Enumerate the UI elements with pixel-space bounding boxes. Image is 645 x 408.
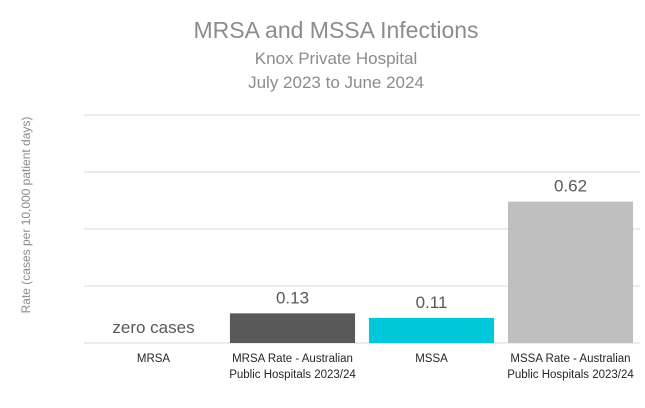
- category-label-line: Public Hospitals 2023/24: [229, 369, 356, 381]
- category-label: MSSA: [415, 353, 448, 365]
- data-label: zero cases: [112, 318, 194, 337]
- bar: [507, 201, 634, 343]
- category-label-line: MSSA: [415, 353, 448, 365]
- category-label-line: MRSA Rate - Australian: [232, 353, 353, 365]
- chart-subtitle-line-1: Knox Private Hospital: [255, 49, 418, 68]
- data-label: 0.13: [276, 288, 309, 307]
- data-label: 0.11: [416, 293, 448, 312]
- data-labels: zero cases 0.13 0.11 0.62: [112, 177, 587, 337]
- data-label: 0.62: [554, 177, 587, 196]
- chart-title: MRSA and MSSA Infections: [193, 17, 478, 43]
- bar: [229, 313, 356, 343]
- category-label-line: MSSA Rate - Australian: [510, 353, 630, 365]
- category-label-line: MRSA: [137, 353, 171, 365]
- bars: [229, 201, 634, 343]
- category-label-line: Public Hospitals 2023/24: [507, 369, 634, 381]
- chart-subtitle-line-2: July 2023 to June 2024: [248, 73, 424, 92]
- category-labels: MRSA MRSA Rate - Australian Public Hospita…: [137, 353, 635, 381]
- category-label: MSSA Rate - Australian Public Hospitals 2…: [507, 353, 634, 381]
- bar: [368, 317, 495, 343]
- category-label: MRSA: [137, 353, 171, 365]
- y-axis-label: Rate (cases per 10,000 patient days): [19, 117, 33, 314]
- category-label: MRSA Rate - Australian Public Hospitals 2…: [229, 353, 356, 381]
